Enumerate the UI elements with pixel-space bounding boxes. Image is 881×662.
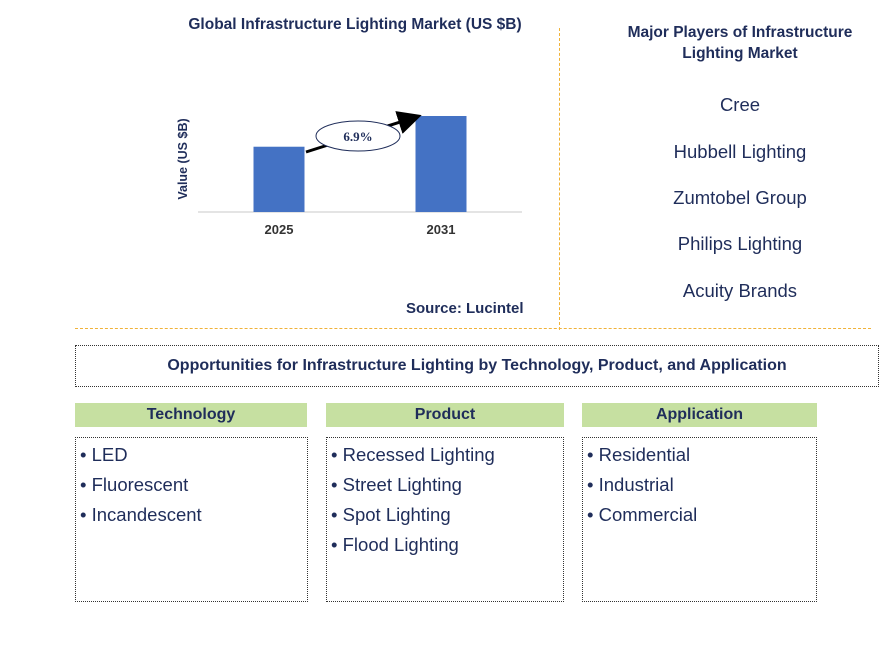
list-item: • Industrial	[587, 474, 674, 495]
x-tick-label-2025: 2025	[265, 222, 294, 237]
list-item: • Commercial	[587, 504, 698, 525]
list-item: • Spot Lighting	[331, 504, 451, 525]
player-item: Zumtobel Group	[673, 187, 807, 208]
cagr-label: 6.9%	[343, 129, 372, 144]
player-item: Philips Lighting	[677, 233, 803, 254]
bar-2025	[253, 146, 305, 212]
player-item: Acuity Brands	[682, 280, 798, 301]
list-item: • Incandescent	[80, 504, 202, 525]
y-axis-label: Value (US $B)	[176, 118, 190, 199]
source-label: Source: Lucintel	[406, 300, 524, 317]
opportunities-title: Opportunities for Infrastructure Lightin…	[75, 345, 879, 387]
bar-chart: Value (US $B) 2025 2031 6.9%	[176, 111, 522, 237]
list-item: • Fluorescent	[80, 474, 189, 495]
x-tick-label-2031: 2031	[427, 222, 456, 237]
player-item: Cree	[719, 94, 761, 115]
bar-2031	[415, 116, 467, 212]
vertical-divider	[559, 28, 560, 330]
chart-title: Global Infrastructure Lighting Market (U…	[188, 16, 522, 33]
list-item: • Street Lighting	[331, 474, 462, 495]
players-title: Major Players of Infrastructure Lighting…	[627, 24, 853, 62]
player-item: Hubbell Lighting	[673, 141, 807, 162]
technology-header: Technology	[75, 403, 307, 427]
list-item: • Recessed Lighting	[331, 444, 495, 465]
product-list: • Recessed Lighting • Street Lighting • …	[326, 437, 564, 602]
cagr-ellipse	[315, 120, 401, 152]
application-header: Application	[582, 403, 817, 427]
technology-list: • LED • Fluorescent • Incandescent	[75, 437, 308, 602]
product-header: Product	[326, 403, 564, 427]
list-item: • Flood Lighting	[331, 534, 459, 555]
horizontal-divider	[75, 328, 871, 329]
list-item: • LED	[80, 444, 128, 465]
application-list: • Residential • Industrial • Commercial	[582, 437, 817, 602]
list-item: • Residential	[587, 444, 691, 465]
